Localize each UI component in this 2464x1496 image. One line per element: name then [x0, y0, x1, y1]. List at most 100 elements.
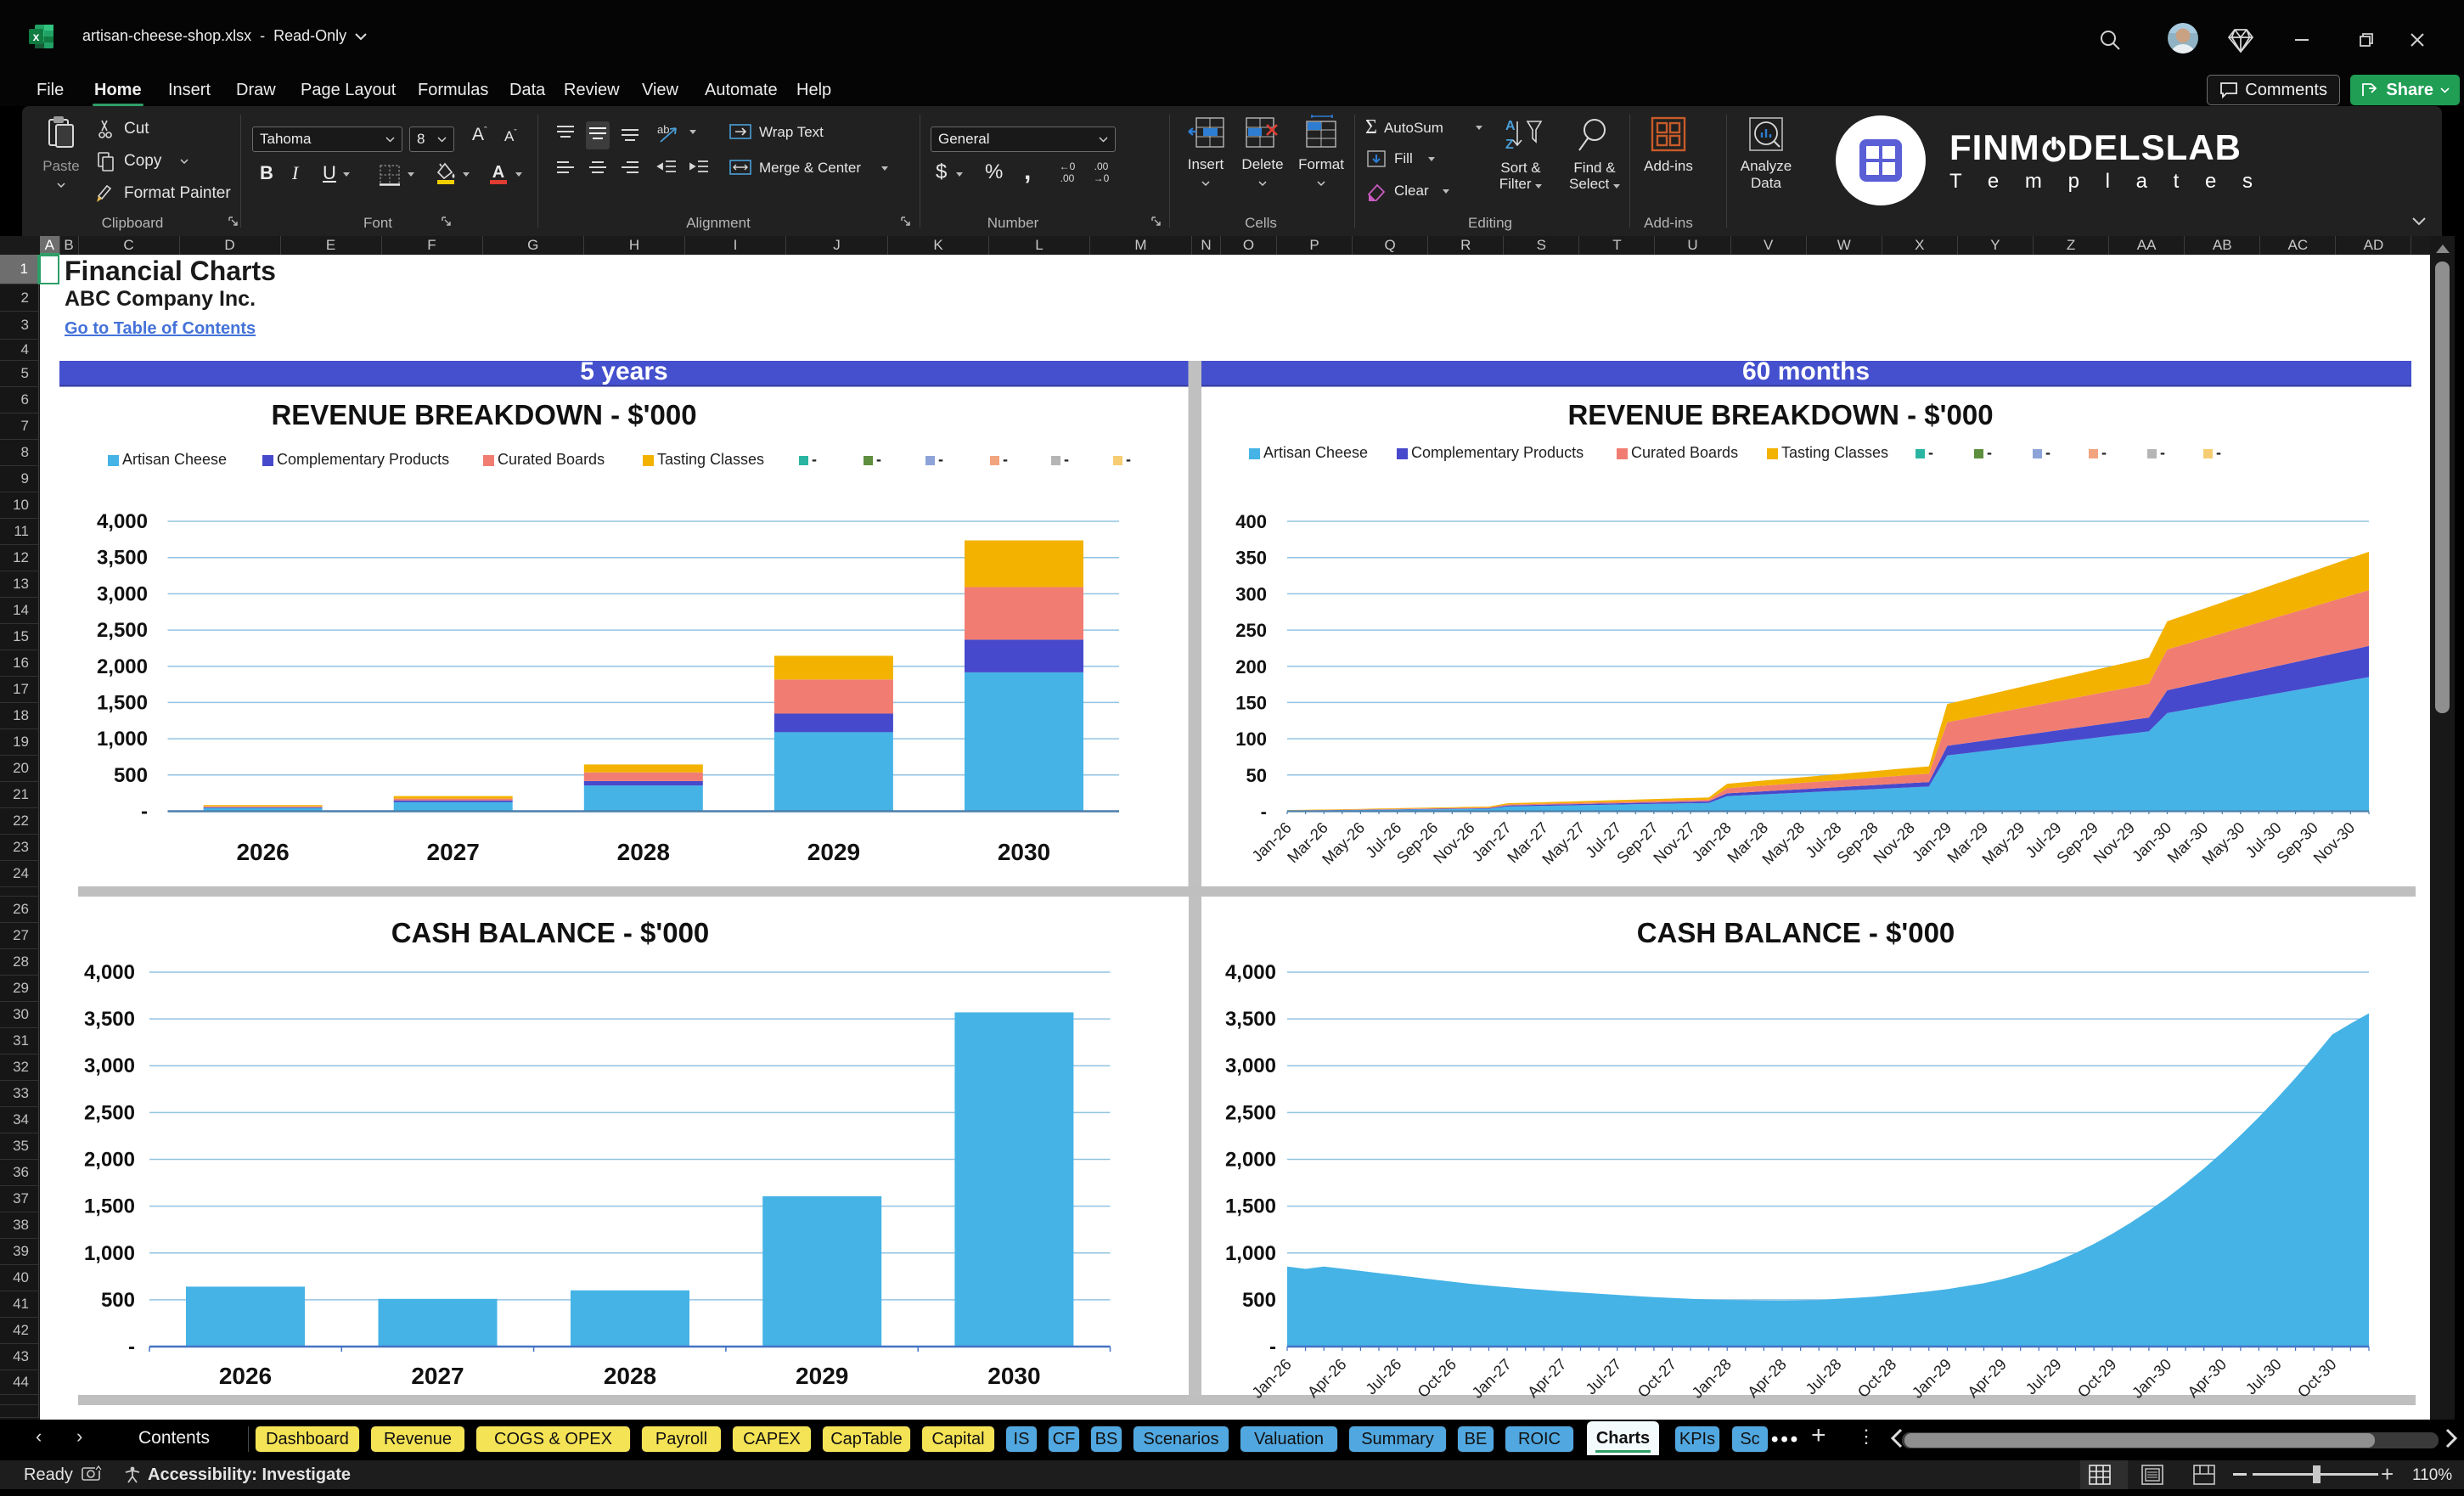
svg-text:3,000: 3,000: [84, 1055, 135, 1077]
svg-text:-: -: [1987, 444, 1992, 461]
svg-text:3,000: 3,000: [1225, 1055, 1276, 1077]
svg-text:Nov-26: Nov-26: [1430, 818, 1478, 867]
svg-text:Complementary Products: Complementary Products: [1411, 444, 1584, 461]
svg-text:500: 500: [1242, 1289, 1276, 1312]
svg-text:-: -: [938, 451, 943, 468]
svg-text:Jul-30: Jul-30: [2242, 1355, 2284, 1398]
svg-text:A: A: [492, 163, 504, 182]
svg-text:350: 350: [1235, 548, 1267, 569]
svg-text:Apr-26: Apr-26: [1304, 1355, 1350, 1401]
svg-text:CASH BALANCE - $'000: CASH BALANCE - $'000: [391, 917, 710, 948]
svg-text:2,500: 2,500: [97, 619, 148, 642]
svg-text:2,000: 2,000: [84, 1149, 135, 1172]
svg-text:Artisan Cheese: Artisan Cheese: [1263, 444, 1368, 461]
svg-text:-: -: [1261, 801, 1267, 823]
svg-text:←0: ←0: [1060, 160, 1076, 172]
svg-text:3,500: 3,500: [97, 547, 148, 570]
svg-text:-: -: [1126, 451, 1131, 468]
svg-text:1,500: 1,500: [1225, 1195, 1276, 1218]
svg-text:-: -: [1928, 444, 1933, 461]
svg-text:REVENUE BREAKDOWN - $'000: REVENUE BREAKDOWN - $'000: [271, 399, 696, 430]
svg-text:-: -: [1269, 1336, 1276, 1358]
svg-text:Z: Z: [1505, 138, 1514, 152]
svg-text:500: 500: [114, 764, 148, 787]
svg-text:-: -: [2101, 444, 2107, 461]
svg-text:400: 400: [1235, 511, 1267, 532]
svg-text:Jan-28: Jan-28: [1688, 1355, 1735, 1402]
svg-text:-: -: [1003, 451, 1008, 468]
svg-text:Nov-28: Nov-28: [1870, 818, 1918, 867]
svg-text:A: A: [1505, 119, 1516, 133]
svg-text:4,000: 4,000: [1225, 961, 1276, 984]
svg-text:Nov-29: Nov-29: [2090, 818, 2138, 867]
svg-text:2,500: 2,500: [1225, 1101, 1276, 1124]
svg-text:.00: .00: [1060, 172, 1075, 184]
svg-text:Jan-30: Jan-30: [2128, 1355, 2174, 1402]
svg-text:500: 500: [101, 1289, 135, 1312]
svg-text:Oct-29: Oct-29: [2073, 1355, 2119, 1401]
svg-text:CASH BALANCE - $'000: CASH BALANCE - $'000: [1637, 917, 1955, 948]
svg-text:.00: .00: [1094, 160, 1109, 172]
svg-text:2028: 2028: [617, 839, 670, 865]
svg-text:2027: 2027: [411, 1363, 464, 1389]
svg-text:Nov-30: Nov-30: [2309, 818, 2358, 867]
svg-text:250: 250: [1235, 620, 1267, 641]
svg-text:x: x: [33, 30, 40, 43]
svg-text:Apr-30: Apr-30: [2184, 1355, 2230, 1401]
svg-text:-: -: [1064, 451, 1069, 468]
svg-text:Tasting Classes: Tasting Classes: [657, 451, 764, 468]
svg-text:1,500: 1,500: [97, 691, 148, 714]
svg-text:2030: 2030: [987, 1363, 1040, 1389]
svg-text:Jan-29: Jan-29: [1908, 1355, 1955, 1402]
svg-text:-: -: [2045, 444, 2051, 461]
svg-text:-: -: [812, 451, 817, 468]
svg-text:2027: 2027: [427, 839, 480, 865]
svg-text:3,500: 3,500: [1225, 1008, 1276, 1031]
svg-text:Apr-28: Apr-28: [1744, 1355, 1790, 1401]
svg-text:Artisan Cheese: Artisan Cheese: [122, 451, 227, 468]
svg-text:200: 200: [1235, 656, 1267, 678]
svg-text:ab: ab: [657, 123, 669, 136]
svg-text:Jan-26: Jan-26: [1248, 1355, 1295, 1402]
svg-text:1,500: 1,500: [84, 1195, 135, 1218]
svg-text:→0: →0: [1094, 172, 1110, 184]
svg-text:2026: 2026: [219, 1363, 272, 1389]
svg-text:Apr-29: Apr-29: [1964, 1355, 2010, 1401]
svg-text:REVENUE BREAKDOWN - $'000: REVENUE BREAKDOWN - $'000: [1567, 399, 1993, 430]
svg-text:-: -: [128, 1336, 135, 1358]
svg-text:-: -: [876, 451, 881, 468]
svg-text:2029: 2029: [796, 1363, 848, 1389]
svg-text:Curated Boards: Curated Boards: [1631, 444, 1738, 461]
svg-text:Jul-26: Jul-26: [1362, 1355, 1404, 1398]
svg-text:Tasting Classes: Tasting Classes: [1781, 444, 1888, 461]
svg-text:150: 150: [1235, 692, 1267, 713]
svg-text:4,000: 4,000: [97, 510, 148, 533]
svg-text:1,000: 1,000: [97, 728, 148, 751]
svg-text:Apr-27: Apr-27: [1524, 1355, 1570, 1401]
svg-text:Jul-29: Jul-29: [2022, 1355, 2064, 1398]
svg-text:-: -: [2160, 444, 2165, 461]
svg-text:-: -: [2216, 444, 2221, 461]
svg-text:Complementary Products: Complementary Products: [277, 451, 449, 468]
svg-text:Oct-30: Oct-30: [2294, 1355, 2340, 1401]
svg-text:100: 100: [1235, 728, 1267, 750]
svg-text:300: 300: [1235, 583, 1267, 605]
svg-text:2,500: 2,500: [84, 1101, 135, 1124]
svg-text:4,000: 4,000: [84, 961, 135, 984]
svg-text:Jul-28: Jul-28: [1802, 1355, 1844, 1398]
svg-text:2029: 2029: [807, 839, 860, 865]
svg-text:2026: 2026: [236, 839, 289, 865]
svg-text:Nov-27: Nov-27: [1650, 818, 1698, 867]
svg-text:2,000: 2,000: [1225, 1149, 1276, 1172]
svg-text:2,000: 2,000: [97, 655, 148, 678]
svg-text:3,500: 3,500: [84, 1008, 135, 1031]
svg-text:5 years: 5 years: [580, 357, 667, 385]
svg-text:Jan-27: Jan-27: [1468, 1355, 1515, 1402]
svg-text:1,000: 1,000: [84, 1242, 135, 1265]
svg-text:60 months: 60 months: [1742, 357, 1870, 385]
svg-text:-: -: [141, 801, 148, 824]
svg-text:Curated Boards: Curated Boards: [498, 451, 605, 468]
svg-text:1,000: 1,000: [1225, 1242, 1276, 1265]
svg-text:2030: 2030: [998, 839, 1050, 865]
svg-text:2028: 2028: [604, 1363, 656, 1389]
